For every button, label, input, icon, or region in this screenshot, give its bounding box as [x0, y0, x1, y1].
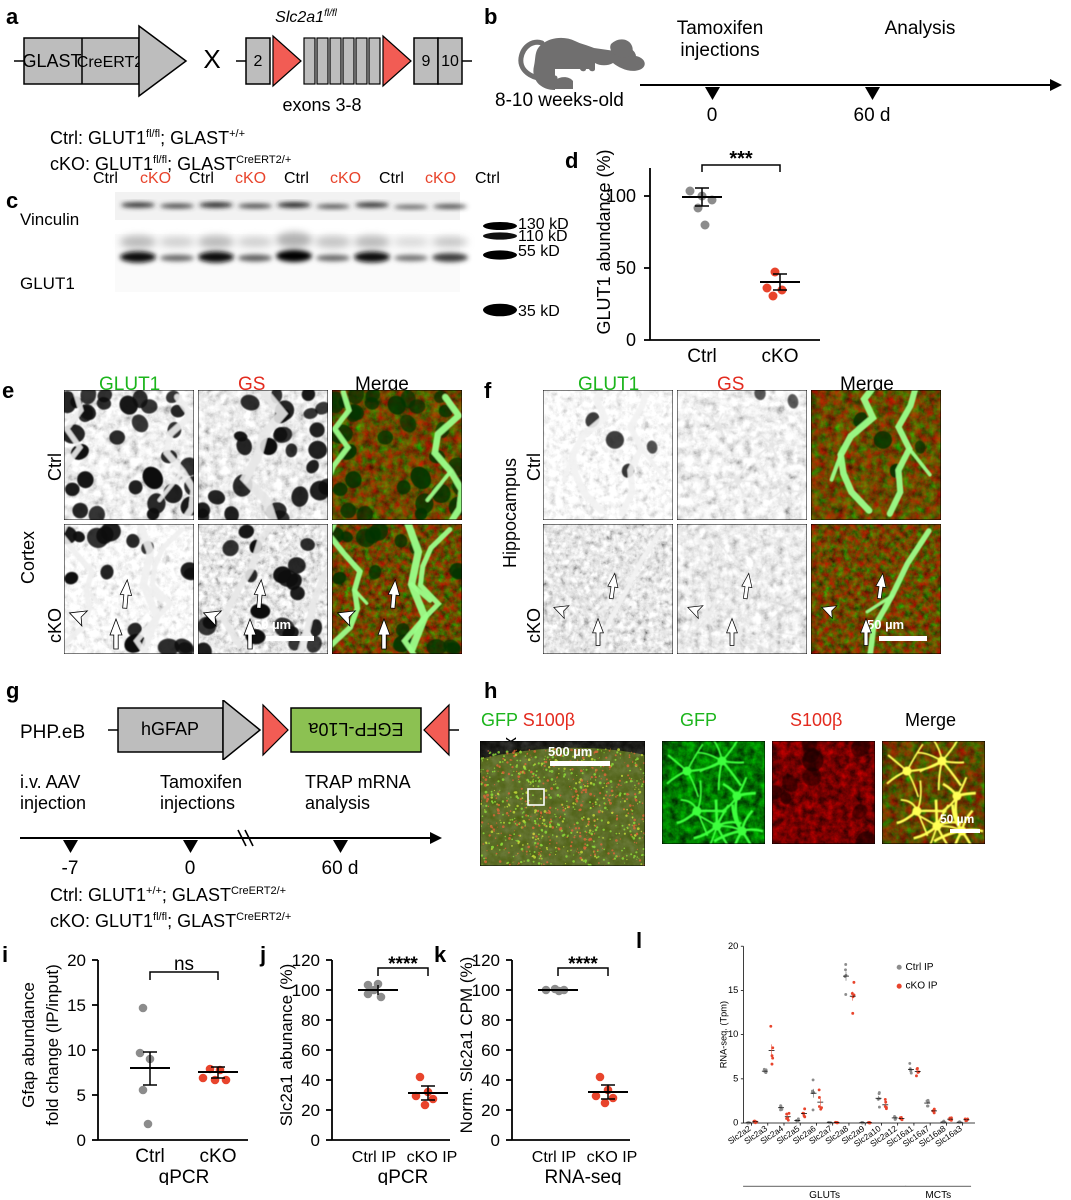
- svg-text:15: 15: [728, 985, 738, 995]
- svg-text:40: 40: [301, 1071, 320, 1090]
- svg-text:exons 3-8: exons 3-8: [282, 95, 361, 115]
- svg-text:20: 20: [67, 951, 86, 970]
- svg-text:cKO IP: cKO IP: [906, 981, 938, 992]
- svg-text:cKO: cKO: [762, 346, 799, 367]
- svg-text:500 µm: 500 µm: [548, 744, 592, 759]
- svg-text:qPCR: qPCR: [378, 1167, 429, 1185]
- svg-text:0: 0: [77, 1131, 86, 1150]
- svg-text:120: 120: [292, 951, 320, 970]
- svg-text:X: X: [203, 44, 220, 74]
- svg-text:****: ****: [568, 954, 598, 975]
- svg-text:0: 0: [707, 105, 718, 125]
- svg-text:60 d: 60 d: [854, 105, 891, 125]
- svg-text:****: ****: [388, 954, 418, 975]
- svg-text:50 µm: 50 µm: [940, 812, 974, 826]
- svg-text:50: 50: [616, 258, 636, 278]
- svg-text:15: 15: [67, 996, 86, 1015]
- svg-text:60: 60: [301, 1041, 320, 1060]
- svg-text:RNA-seq: RNA-seq: [544, 1167, 621, 1185]
- svg-text:EGFP-L10a: EGFP-L10a: [307, 719, 403, 739]
- svg-text:hGFAP: hGFAP: [141, 719, 199, 739]
- svg-text:20: 20: [728, 942, 738, 951]
- svg-text:0: 0: [311, 1131, 320, 1150]
- svg-text:20: 20: [301, 1101, 320, 1120]
- svg-text:ns: ns: [174, 954, 194, 975]
- svg-text:0: 0: [626, 330, 636, 350]
- svg-text:CreERT2: CreERT2: [77, 54, 143, 71]
- svg-text:10: 10: [67, 1041, 86, 1060]
- svg-text:Slc2a1fl/fl: Slc2a1fl/fl: [275, 8, 337, 26]
- svg-text:0: 0: [491, 1131, 500, 1150]
- svg-text:0: 0: [185, 858, 196, 878]
- svg-text:100: 100: [292, 981, 320, 1000]
- svg-text:60 d: 60 d: [322, 858, 359, 878]
- svg-text:-7: -7: [62, 858, 79, 878]
- svg-text:Ctrl: Ctrl: [135, 1146, 165, 1167]
- svg-text:80: 80: [481, 1011, 500, 1030]
- svg-text:50 µm: 50 µm: [867, 617, 904, 632]
- svg-text:40: 40: [481, 1071, 500, 1090]
- svg-text:10: 10: [441, 53, 459, 70]
- svg-text:cKO IP: cKO IP: [587, 1149, 638, 1166]
- svg-text:***: ***: [729, 150, 753, 170]
- svg-text:Ctrl: Ctrl: [687, 346, 717, 367]
- svg-text:RNA-seq. (Tpm): RNA-seq. (Tpm): [719, 1001, 729, 1068]
- svg-text:100: 100: [606, 186, 636, 206]
- svg-text:2: 2: [254, 53, 263, 70]
- svg-text:cKO: cKO: [200, 1146, 237, 1167]
- svg-text:GLAST: GLAST: [22, 51, 81, 71]
- svg-text:120: 120: [472, 951, 500, 970]
- svg-text:MCTs: MCTs: [925, 1190, 951, 1198]
- svg-text:Ctrl IP: Ctrl IP: [532, 1149, 576, 1166]
- svg-text:100: 100: [472, 981, 500, 1000]
- svg-text:GLUTs: GLUTs: [809, 1190, 840, 1198]
- svg-text:50 µm: 50 µm: [254, 617, 291, 632]
- svg-text:80: 80: [301, 1011, 320, 1030]
- svg-text:5: 5: [733, 1073, 738, 1083]
- svg-text:Ctrl IP: Ctrl IP: [906, 962, 934, 973]
- svg-text:20: 20: [481, 1101, 500, 1120]
- svg-text:0: 0: [733, 1118, 738, 1128]
- svg-text:PHP.eB: PHP.eB: [20, 722, 85, 743]
- svg-text:Gfap abundance: Gfap abundance: [19, 982, 38, 1108]
- svg-text:10: 10: [728, 1029, 738, 1039]
- svg-text:Ctrl IP: Ctrl IP: [352, 1149, 396, 1166]
- svg-text:qPCR: qPCR: [159, 1167, 210, 1185]
- svg-text:60: 60: [481, 1041, 500, 1060]
- svg-text:fold change (IP/input): fold change (IP/input): [43, 964, 62, 1126]
- svg-text:GLUT1 abundance (%): GLUT1 abundance (%): [594, 150, 614, 335]
- svg-text:5: 5: [77, 1086, 86, 1105]
- svg-text:9: 9: [422, 53, 431, 70]
